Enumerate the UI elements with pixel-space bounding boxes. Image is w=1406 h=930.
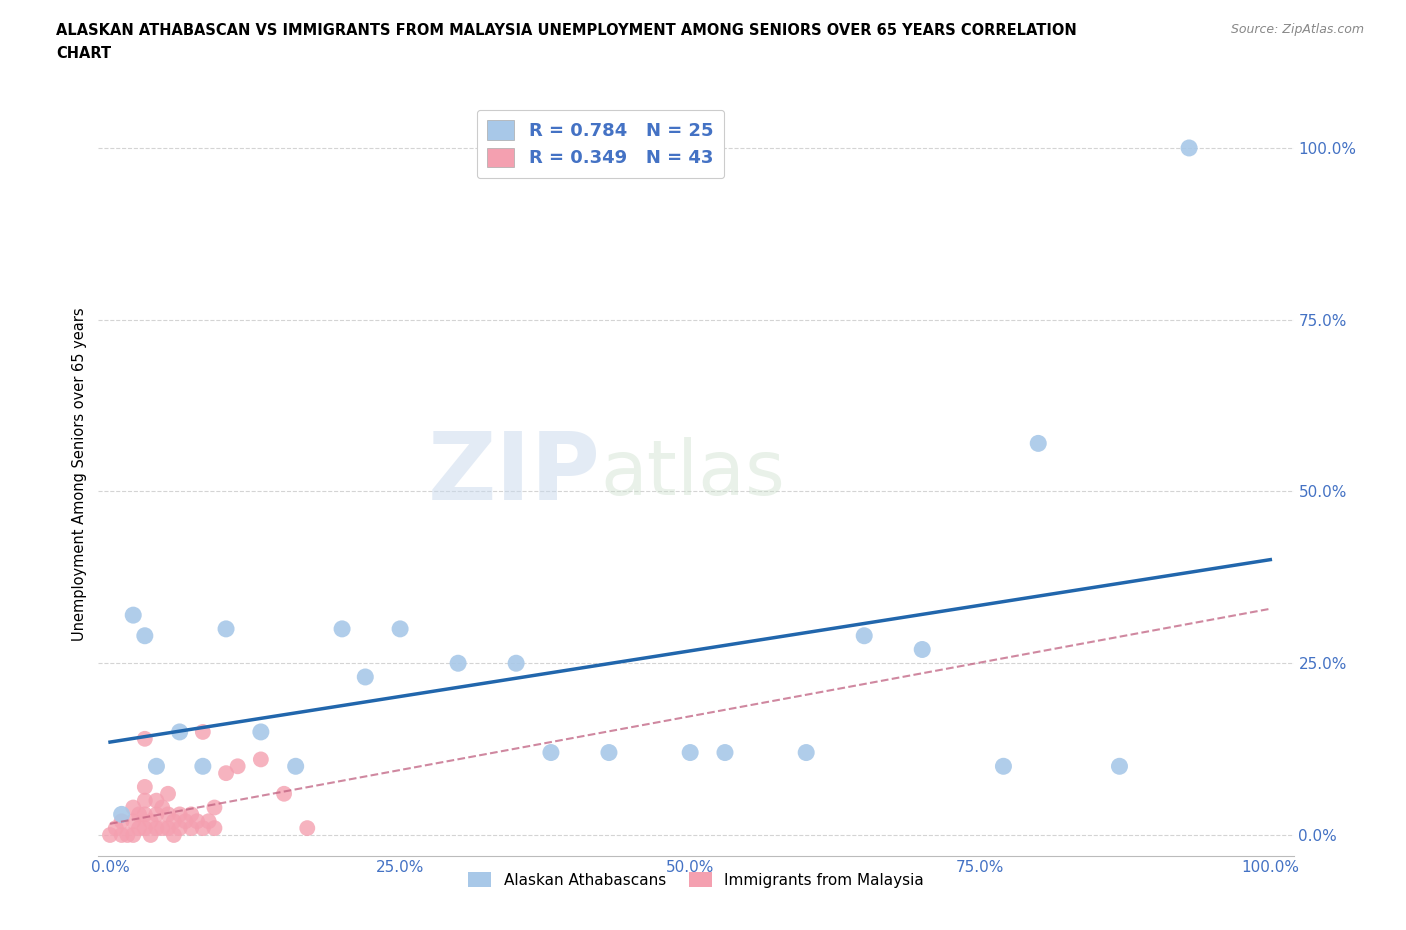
- Point: [134, 779, 156, 794]
- Point: [180, 820, 202, 835]
- Point: [128, 807, 150, 822]
- Point: [389, 621, 412, 636]
- Point: [128, 820, 150, 835]
- Point: [169, 807, 191, 822]
- Y-axis label: Unemployment Among Seniors over 65 years: Unemployment Among Seniors over 65 years: [72, 308, 87, 641]
- Point: [157, 820, 180, 835]
- Point: [273, 787, 295, 802]
- Text: CHART: CHART: [56, 46, 111, 61]
- Point: [169, 820, 191, 835]
- Point: [145, 820, 167, 835]
- Point: [122, 800, 145, 815]
- Point: [111, 828, 134, 843]
- Point: [145, 807, 167, 822]
- Point: [215, 621, 238, 636]
- Point: [139, 828, 162, 843]
- Point: [911, 642, 934, 657]
- Point: [297, 820, 319, 835]
- Point: [169, 724, 191, 739]
- Point: [250, 724, 273, 739]
- Point: [134, 629, 156, 644]
- Point: [853, 629, 876, 644]
- Point: [191, 820, 214, 835]
- Text: Source: ZipAtlas.com: Source: ZipAtlas.com: [1230, 23, 1364, 36]
- Point: [157, 807, 180, 822]
- Point: [1026, 436, 1049, 451]
- Point: [139, 814, 162, 829]
- Point: [447, 656, 470, 671]
- Point: [117, 828, 139, 843]
- Point: [204, 820, 226, 835]
- Point: [794, 745, 817, 760]
- Point: [111, 814, 134, 829]
- Point: [250, 752, 273, 767]
- Point: [505, 656, 527, 671]
- Point: [540, 745, 562, 760]
- Point: [1178, 140, 1201, 155]
- Legend: Alaskan Athabascans, Immigrants from Malaysia: Alaskan Athabascans, Immigrants from Mal…: [463, 866, 929, 894]
- Point: [714, 745, 737, 760]
- Point: [150, 820, 173, 835]
- Point: [993, 759, 1015, 774]
- Point: [598, 745, 620, 760]
- Point: [157, 787, 180, 802]
- Point: [122, 607, 145, 622]
- Point: [104, 820, 127, 835]
- Point: [204, 800, 226, 815]
- Point: [186, 814, 208, 829]
- Point: [180, 807, 202, 822]
- Text: ALASKAN ATHABASCAN VS IMMIGRANTS FROM MALAYSIA UNEMPLOYMENT AMONG SENIORS OVER 6: ALASKAN ATHABASCAN VS IMMIGRANTS FROM MA…: [56, 23, 1077, 38]
- Point: [111, 807, 134, 822]
- Point: [134, 731, 156, 746]
- Point: [679, 745, 702, 760]
- Point: [134, 807, 156, 822]
- Point: [174, 814, 197, 829]
- Point: [145, 759, 167, 774]
- Point: [163, 814, 186, 829]
- Point: [122, 828, 145, 843]
- Point: [163, 828, 186, 843]
- Point: [134, 820, 156, 835]
- Point: [1108, 759, 1130, 774]
- Point: [215, 765, 238, 780]
- Point: [330, 621, 353, 636]
- Point: [354, 670, 377, 684]
- Point: [191, 759, 214, 774]
- Point: [284, 759, 307, 774]
- Text: ZIP: ZIP: [427, 429, 600, 520]
- Text: atlas: atlas: [600, 437, 785, 512]
- Point: [197, 814, 219, 829]
- Point: [134, 793, 156, 808]
- Point: [122, 814, 145, 829]
- Point: [226, 759, 249, 774]
- Point: [98, 828, 121, 843]
- Point: [191, 724, 214, 739]
- Point: [145, 793, 167, 808]
- Point: [150, 800, 173, 815]
